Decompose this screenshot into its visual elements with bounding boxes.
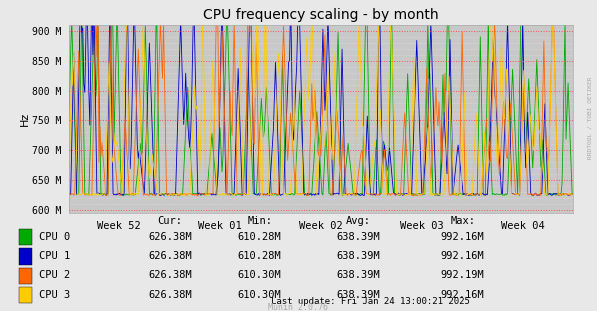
FancyBboxPatch shape	[19, 248, 32, 265]
Text: Min:: Min:	[247, 216, 272, 226]
Text: CPU 1: CPU 1	[39, 251, 70, 261]
FancyBboxPatch shape	[19, 287, 32, 303]
Text: 626.38M: 626.38M	[148, 232, 192, 242]
Text: Cur:: Cur:	[158, 216, 183, 226]
Text: 610.28M: 610.28M	[238, 251, 282, 261]
Text: 626.38M: 626.38M	[148, 290, 192, 299]
Text: Max:: Max:	[450, 216, 475, 226]
Text: 992.16M: 992.16M	[441, 251, 485, 261]
Text: 610.30M: 610.30M	[238, 290, 282, 299]
Text: RRDTOOL / TOBI OETIKER: RRDTOOL / TOBI OETIKER	[587, 77, 592, 160]
Text: CPU 3: CPU 3	[39, 290, 70, 299]
Text: CPU 0: CPU 0	[39, 232, 70, 242]
Text: 626.38M: 626.38M	[148, 270, 192, 280]
Text: 638.39M: 638.39M	[336, 232, 380, 242]
Text: 992.16M: 992.16M	[441, 290, 485, 299]
Text: 992.16M: 992.16M	[441, 232, 485, 242]
FancyBboxPatch shape	[19, 267, 32, 284]
Y-axis label: Hz: Hz	[20, 112, 30, 126]
Text: 638.39M: 638.39M	[336, 251, 380, 261]
Text: CPU 2: CPU 2	[39, 270, 70, 280]
FancyBboxPatch shape	[19, 229, 32, 245]
Text: 638.39M: 638.39M	[336, 290, 380, 299]
Text: Avg:: Avg:	[346, 216, 371, 226]
Text: 992.19M: 992.19M	[441, 270, 485, 280]
Text: 638.39M: 638.39M	[336, 270, 380, 280]
Text: Munin 2.0.76: Munin 2.0.76	[269, 303, 328, 311]
Text: Last update: Fri Jan 24 13:00:21 2025: Last update: Fri Jan 24 13:00:21 2025	[270, 297, 470, 306]
Text: 610.30M: 610.30M	[238, 270, 282, 280]
Text: 610.28M: 610.28M	[238, 232, 282, 242]
Title: CPU frequency scaling - by month: CPU frequency scaling - by month	[203, 8, 439, 22]
Text: 626.38M: 626.38M	[148, 251, 192, 261]
